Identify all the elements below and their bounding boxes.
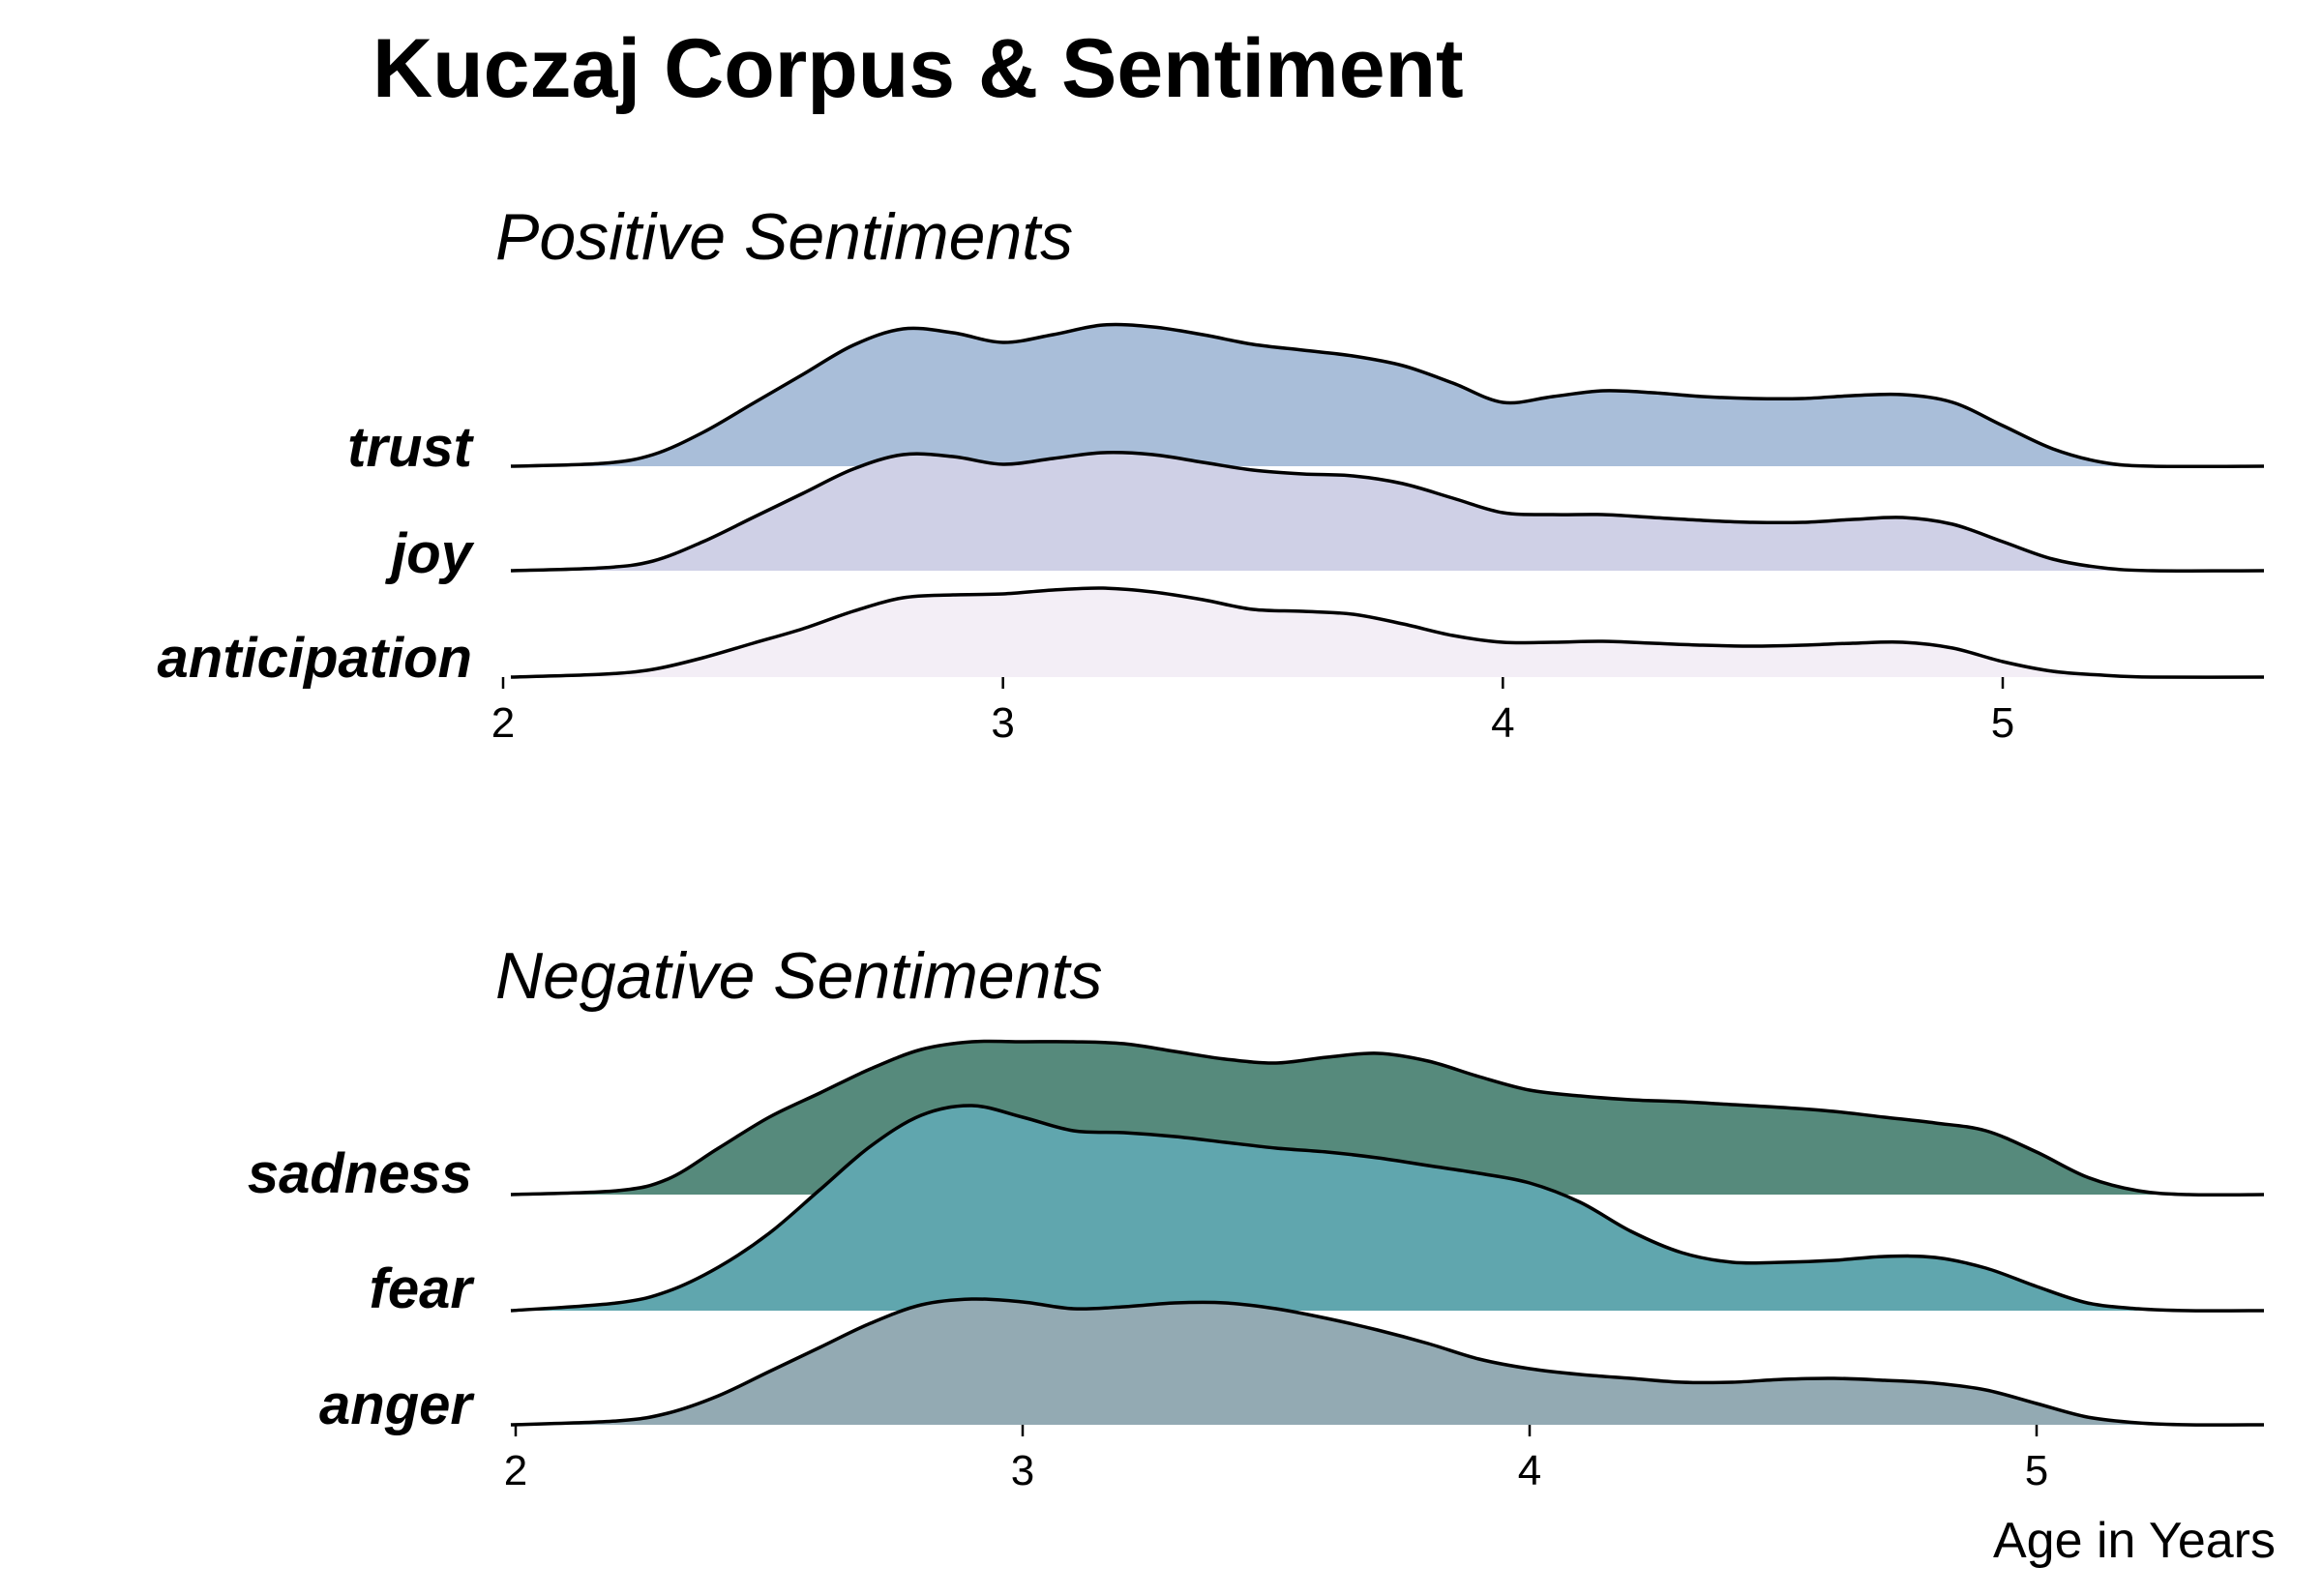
- chart-title: Kuczaj Corpus & Sentiment: [372, 22, 1464, 115]
- ridge-line-fear: [510, 1104, 2265, 1313]
- ridge-area-anticipation: [511, 587, 2264, 678]
- ridge-line-trust: [510, 322, 2265, 469]
- panel-negative: Negative Sentiments sadness fear anger 2…: [248, 939, 2276, 1569]
- ridge-area-anger: [511, 1298, 2264, 1426]
- ridge-line-anger: [510, 1297, 2265, 1427]
- category-labels-positive: trust joy anticipation: [158, 416, 475, 690]
- category-labels-negative: sadness fear anger: [248, 1142, 476, 1436]
- x-axis-negative: 2 3 4 5: [504, 1425, 2048, 1494]
- ridge-line-anticipation: [510, 586, 2265, 679]
- panel-positive: Positive Sentiments trust joy anticipati…: [158, 200, 2265, 747]
- category-label: fear: [370, 1257, 476, 1320]
- x-axis-title: Age in Years: [1993, 1513, 2276, 1569]
- ridge-area-fear: [511, 1105, 2264, 1312]
- ridge-area-joy: [511, 452, 2264, 572]
- x-tick-label: 4: [1518, 1447, 1541, 1494]
- x-axis-positive: 2 3 4 5: [491, 677, 2014, 747]
- ridge-area-trust: [511, 324, 2264, 467]
- category-label: trust: [347, 416, 475, 479]
- category-label: joy: [384, 522, 475, 585]
- x-tick-label: 2: [491, 699, 515, 747]
- category-label: anger: [319, 1374, 475, 1436]
- x-tick-label: 3: [991, 699, 1014, 747]
- x-tick-label: 5: [1991, 699, 2014, 747]
- panel-subtitle-positive: Positive Sentiments: [495, 200, 1073, 274]
- category-label: sadness: [248, 1142, 472, 1205]
- ridges-negative: [510, 1039, 2265, 1427]
- x-tick-label: 5: [2025, 1447, 2048, 1494]
- ridge-line-sadness: [510, 1039, 2265, 1197]
- ridge-line-joy: [510, 451, 2265, 573]
- x-tick-label: 3: [1011, 1447, 1034, 1494]
- panel-subtitle-negative: Negative Sentiments: [495, 939, 1102, 1013]
- category-label: anticipation: [158, 627, 472, 690]
- ridges-positive: [510, 322, 2265, 679]
- x-tick-label: 4: [1491, 699, 1514, 747]
- x-tick-label: 2: [504, 1447, 527, 1494]
